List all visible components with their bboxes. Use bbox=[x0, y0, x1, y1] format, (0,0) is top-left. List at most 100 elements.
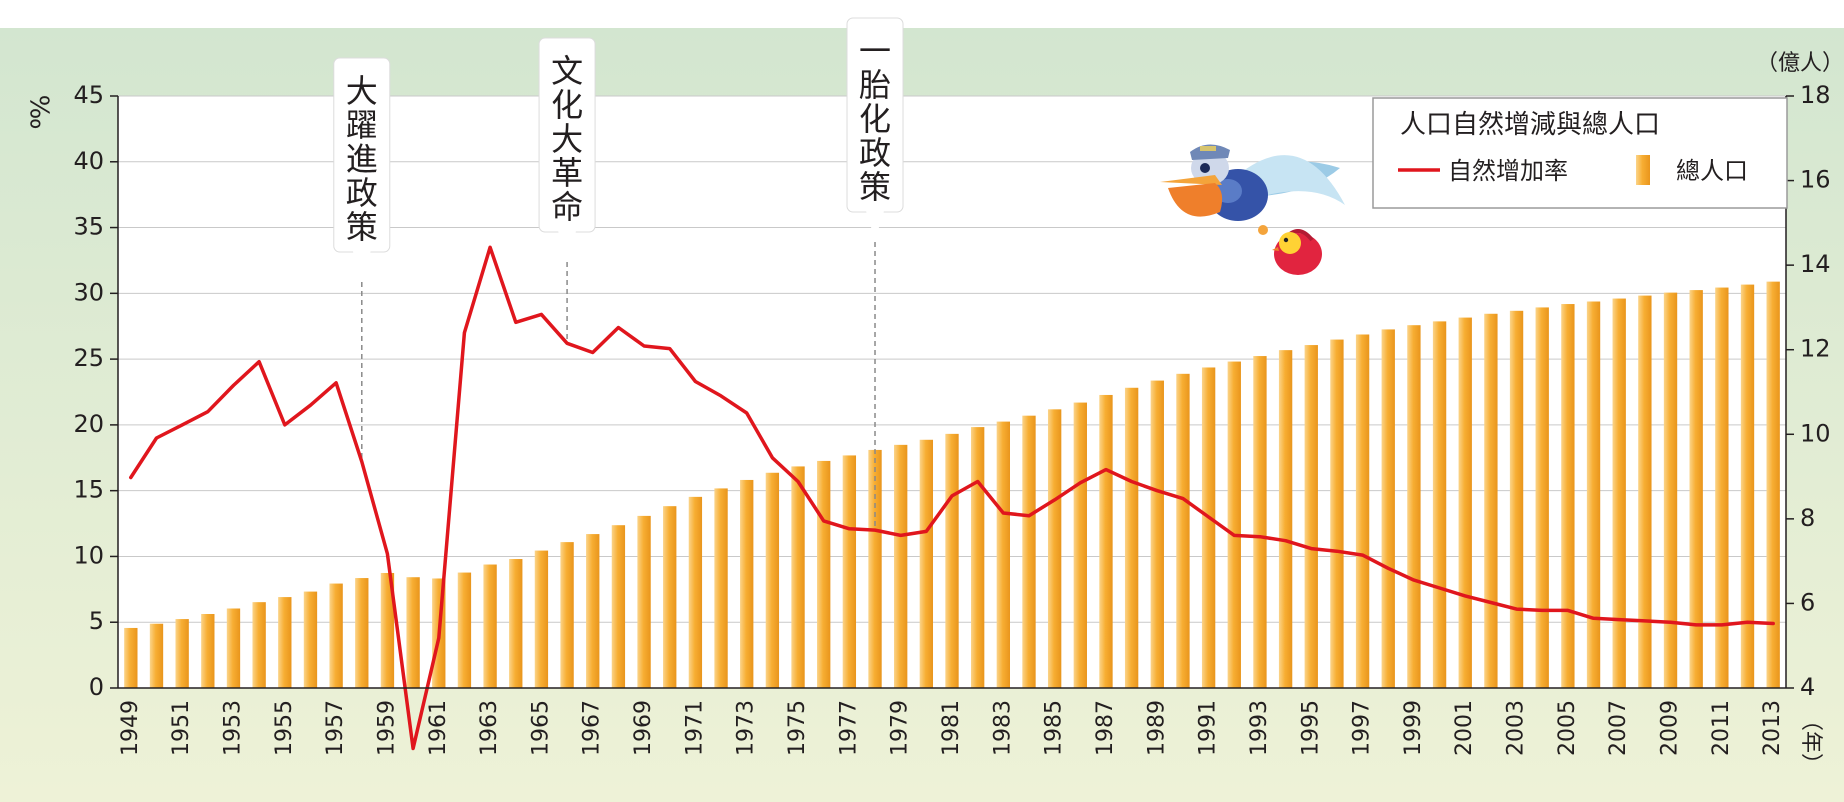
bar-total-population bbox=[1304, 345, 1318, 688]
left-tick-label: 15 bbox=[73, 476, 104, 504]
bar-total-population bbox=[1355, 334, 1370, 688]
right-axis-unit: （億人） bbox=[1756, 51, 1844, 76]
bar-total-population bbox=[457, 572, 472, 688]
x-tick-label: 1953 bbox=[220, 700, 245, 756]
bar-total-population bbox=[1227, 361, 1241, 688]
x-tick-label: 1971 bbox=[682, 700, 707, 756]
bar-total-population bbox=[1201, 367, 1216, 688]
bar-total-population bbox=[919, 439, 934, 688]
x-tick-label: 1991 bbox=[1196, 700, 1221, 756]
x-tick-label: 2007 bbox=[1606, 700, 1631, 756]
bar-total-population bbox=[894, 444, 908, 688]
bar-total-population bbox=[1047, 409, 1062, 688]
legend-bar-swatch bbox=[1636, 155, 1650, 185]
bar-total-population bbox=[1561, 304, 1575, 688]
bar-total-population bbox=[483, 564, 497, 688]
annotation-callout: 大躍進政策 bbox=[333, 57, 391, 280]
bar-total-population bbox=[637, 515, 651, 688]
left-tick-label: 35 bbox=[73, 213, 104, 241]
x-tick-label: 1989 bbox=[1144, 700, 1169, 756]
bar-total-population bbox=[329, 583, 343, 688]
callout-pointer bbox=[352, 251, 371, 280]
bar-total-population bbox=[1073, 402, 1087, 688]
callouts: 大躍進政策 文化大革命 一胎化政策 bbox=[333, 17, 904, 280]
x-tick-label: 1965 bbox=[528, 700, 553, 756]
x-tick-label: 1983 bbox=[990, 700, 1015, 756]
right-tick-label: 8 bbox=[1800, 504, 1815, 532]
x-tick-label: 1957 bbox=[323, 700, 348, 756]
x-tick-label: 1949 bbox=[118, 700, 143, 756]
bar-total-population bbox=[1663, 292, 1678, 688]
annotation-callout: 一胎化政策 bbox=[846, 17, 904, 240]
right-tick-label: 16 bbox=[1800, 166, 1831, 194]
bar-total-population bbox=[1432, 321, 1447, 688]
bar-total-population bbox=[1253, 356, 1267, 688]
bar-total-population bbox=[1407, 325, 1421, 688]
legend-bar-label: 總人口 bbox=[1676, 157, 1748, 185]
annotation-callout: 文化大革命 bbox=[538, 37, 596, 260]
left-tick-label: 25 bbox=[73, 344, 104, 372]
bar-total-population bbox=[1638, 295, 1652, 688]
bar-total-population bbox=[1509, 310, 1524, 688]
bar-total-population bbox=[1458, 317, 1472, 688]
x-tick-label: 1981 bbox=[939, 700, 964, 756]
bar-total-population bbox=[560, 542, 574, 688]
bar-total-population bbox=[1766, 281, 1780, 688]
bar-total-population bbox=[355, 578, 369, 688]
bar-total-population bbox=[1484, 313, 1498, 688]
bar-total-population bbox=[1689, 290, 1703, 688]
natural-increase-line bbox=[129, 245, 1775, 751]
bar-total-population bbox=[1124, 387, 1139, 688]
left-tick-label: 20 bbox=[73, 410, 104, 438]
left-tick-label: 10 bbox=[73, 541, 104, 569]
left-tick-label: 40 bbox=[73, 147, 104, 175]
x-tick-label: 1977 bbox=[836, 700, 861, 756]
bar-total-population bbox=[278, 597, 292, 688]
right-tick-label: 10 bbox=[1800, 419, 1831, 447]
bar-total-population bbox=[1612, 298, 1626, 688]
bar-total-population bbox=[970, 427, 985, 688]
bar-total-population bbox=[303, 591, 318, 688]
bar-total-population bbox=[175, 619, 189, 688]
bar-total-population bbox=[842, 455, 857, 688]
bar-total-population bbox=[663, 506, 677, 688]
x-tick-label: 1975 bbox=[785, 700, 810, 756]
bar-total-population bbox=[611, 525, 626, 688]
bar-total-population bbox=[740, 479, 754, 688]
x-tick-label: 2013 bbox=[1760, 700, 1785, 756]
left-tick-label: 5 bbox=[89, 607, 104, 635]
bar-total-population bbox=[149, 623, 164, 688]
bar-total-population bbox=[124, 627, 138, 688]
x-tick-label: 1973 bbox=[734, 700, 759, 756]
callout-pointer bbox=[558, 231, 577, 260]
bar-total-population bbox=[1586, 301, 1601, 688]
left-axis-unit: ‰ bbox=[24, 95, 54, 130]
left-tick-label: 45 bbox=[73, 81, 104, 109]
bar-total-population bbox=[1740, 284, 1755, 688]
x-tick-label: 1993 bbox=[1247, 700, 1272, 756]
right-tick-label: 4 bbox=[1800, 673, 1815, 701]
x-tick-label: 2001 bbox=[1452, 700, 1477, 756]
bar-total-population bbox=[714, 488, 728, 688]
right-tick-label: 6 bbox=[1800, 588, 1815, 616]
bar-total-population bbox=[534, 550, 549, 688]
x-tick-label: 1955 bbox=[272, 700, 297, 756]
bar-total-population bbox=[945, 433, 959, 688]
x-tick-label: 1969 bbox=[631, 700, 656, 756]
legend-box bbox=[1372, 97, 1788, 209]
x-tick-label: 1979 bbox=[888, 700, 913, 756]
bar-total-population bbox=[765, 472, 780, 688]
right-tick-label: 14 bbox=[1800, 250, 1831, 278]
bar-total-population bbox=[996, 421, 1010, 688]
bar-total-population bbox=[791, 466, 805, 688]
bar-total-population bbox=[1715, 287, 1729, 688]
bar-total-population bbox=[586, 534, 600, 688]
bar-total-population bbox=[201, 614, 215, 688]
x-tick-label: 2003 bbox=[1504, 700, 1529, 756]
bar-total-population bbox=[406, 577, 420, 688]
bar-total-population bbox=[688, 496, 703, 688]
line-natural-increase bbox=[129, 245, 1775, 751]
x-tick-label: 1995 bbox=[1298, 700, 1323, 756]
callout-label: 大躍進政策 bbox=[346, 72, 378, 246]
